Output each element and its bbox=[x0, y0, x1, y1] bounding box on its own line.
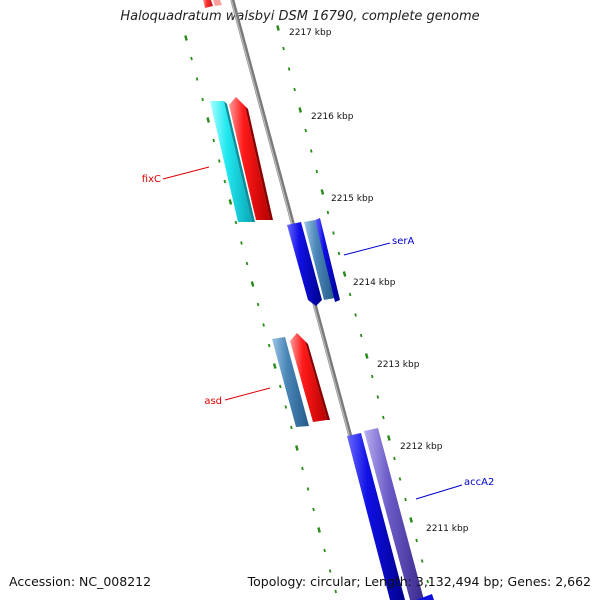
gene-asd-red[interactable] bbox=[290, 333, 330, 422]
gc-dot-right bbox=[293, 87, 296, 92]
gene-label-asd[interactable]: asd bbox=[204, 387, 271, 407]
gc-dot-right bbox=[276, 25, 280, 31]
gene-serA-blue-2[interactable] bbox=[315, 218, 340, 302]
gc-dot-left bbox=[262, 323, 265, 327]
gc-dot-left bbox=[240, 241, 243, 245]
gc-dot-left bbox=[206, 117, 211, 123]
gc-track-right bbox=[276, 25, 429, 584]
gc-dot-left bbox=[334, 589, 337, 594]
gc-dot-left bbox=[312, 507, 315, 512]
gc-dot-left bbox=[228, 199, 233, 205]
gene-serA-steel[interactable] bbox=[304, 220, 335, 300]
gc-dot-right bbox=[304, 128, 307, 133]
gc-dot-right bbox=[337, 251, 341, 256]
gc-dot-right bbox=[404, 497, 407, 502]
gc-dot-right bbox=[387, 435, 391, 441]
gc-dot-right bbox=[426, 579, 429, 584]
gc-dot-right bbox=[364, 353, 369, 359]
gc-dot-left bbox=[323, 548, 326, 553]
scale-tick-labels: 2217 kbp 2216 kbp 2215 kbp 2214 kbp 2213 kbp… bbox=[289, 28, 469, 534]
gc-dot-right bbox=[398, 477, 402, 481]
gene-asd-steel[interactable] bbox=[272, 337, 309, 427]
map-title: Haloquadratum walsbyi DSM 16790, complet… bbox=[120, 9, 480, 24]
gc-dot-left bbox=[234, 220, 238, 225]
gc-dot-right bbox=[287, 67, 291, 71]
gene-fixC-cyan[interactable] bbox=[210, 101, 255, 222]
gc-dot-left bbox=[317, 527, 321, 533]
gc-dot-right bbox=[370, 374, 374, 379]
gc-dot-left bbox=[306, 487, 310, 491]
accession-text: Accession: NC_008212 bbox=[9, 574, 152, 589]
scale-tick-label: 2214 kbp bbox=[353, 278, 396, 288]
gene-label-asd-text: asd bbox=[204, 396, 222, 407]
gc-dot-right bbox=[309, 149, 313, 153]
gene-bottom-blue bbox=[416, 594, 434, 600]
gc-dot-right bbox=[298, 107, 303, 113]
gc-dot-right bbox=[382, 415, 385, 420]
gc-dot-left bbox=[223, 179, 227, 184]
gc-dot-left bbox=[267, 343, 271, 348]
gene-label-serA-text: serA bbox=[392, 236, 414, 247]
gc-dot-left bbox=[295, 445, 299, 451]
gene-label-serA[interactable]: serA bbox=[343, 236, 414, 256]
gc-dot-right bbox=[354, 313, 357, 317]
gc-dot-left bbox=[290, 425, 293, 430]
gc-dot-left bbox=[250, 281, 255, 287]
gc-dot-left bbox=[212, 138, 215, 143]
gc-dot-left bbox=[272, 363, 277, 369]
gc-dot-left bbox=[217, 159, 221, 163]
gene-accA2-blue[interactable] bbox=[347, 433, 405, 600]
gc-dot-right bbox=[409, 517, 413, 523]
gene-label-fixC[interactable]: fixC bbox=[142, 166, 210, 185]
gc-dot-right bbox=[332, 231, 335, 235]
gc-dot-left bbox=[301, 466, 304, 471]
gene-label-fixC-text: fixC bbox=[142, 174, 161, 185]
gc-dot-left bbox=[195, 77, 199, 81]
gc-dot-right bbox=[420, 559, 424, 563]
gc-dot-right bbox=[359, 333, 363, 338]
gc-dot-right bbox=[342, 271, 347, 277]
gc-dot-left bbox=[284, 405, 288, 409]
scale-tick-label: 2215 kbp bbox=[331, 194, 374, 204]
gc-dot-right bbox=[393, 456, 396, 461]
gc-dot-right bbox=[282, 46, 285, 51]
gc-dot-left bbox=[328, 569, 332, 573]
scale-tick-label: 2213 kbp bbox=[377, 360, 420, 370]
gene-serA-blue-1[interactable] bbox=[287, 222, 322, 306]
gc-dot-left bbox=[184, 35, 188, 41]
gc-dot-left bbox=[201, 97, 204, 102]
gene-accA2-purple[interactable] bbox=[364, 428, 424, 600]
gc-dot-right bbox=[348, 292, 352, 297]
gc-dot-left bbox=[190, 56, 193, 61]
gene-partial-top bbox=[203, 0, 213, 8]
gc-dot-right bbox=[315, 169, 319, 174]
scale-tick-label: 2216 kbp bbox=[311, 112, 354, 122]
scale-tick-label: 2212 kbp bbox=[400, 442, 443, 452]
gc-track-left bbox=[184, 35, 337, 594]
gc-dot-right bbox=[415, 538, 418, 543]
gene-label-accA2-text: accA2 bbox=[464, 477, 494, 488]
scale-tick-label: 2217 kbp bbox=[289, 28, 332, 38]
gene-label-accA2[interactable]: accA2 bbox=[415, 477, 494, 500]
gene-fixC-red[interactable] bbox=[229, 97, 273, 220]
genome-summary-text: Topology: circular; Length: 3,132,494 bp… bbox=[247, 574, 591, 589]
gene-partial-top-2 bbox=[213, 0, 222, 6]
scale-tick-label: 2211 kbp bbox=[426, 524, 469, 534]
gc-dot-left bbox=[256, 302, 260, 307]
gc-dot-right bbox=[376, 395, 380, 399]
gc-dot-left bbox=[278, 384, 282, 389]
gc-dot-right bbox=[320, 189, 325, 195]
gc-dot-left bbox=[245, 261, 249, 266]
gc-dot-right bbox=[326, 210, 330, 215]
